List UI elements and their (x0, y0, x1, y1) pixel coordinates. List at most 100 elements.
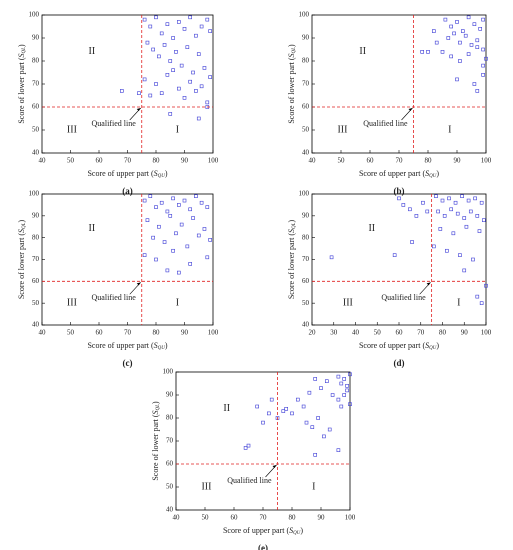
panel-label: (d) (394, 358, 405, 368)
panel-label: (e) (258, 543, 268, 550)
x-tick-label: 70 (124, 329, 132, 337)
point (451, 231, 456, 236)
y-axis-label-symbol: S (287, 53, 296, 57)
x-tick-label: 60 (231, 514, 239, 522)
x-axis-label-text: Score of upper part ( (359, 341, 426, 350)
y-axis-label-close: ) (287, 44, 296, 47)
point (313, 377, 318, 381)
region-label: II (359, 46, 366, 57)
point (185, 244, 190, 249)
y-tick-label: 50 (302, 126, 310, 134)
x-axis-label-text: Score of upper part ( (87, 169, 154, 178)
y-tick-label: 40 (32, 149, 40, 157)
x-tick-label: 90 (454, 157, 462, 165)
panel-label: (c) (123, 358, 133, 368)
arrow-head (136, 108, 141, 111)
point (171, 196, 175, 201)
point (142, 77, 147, 82)
x-tick-label: 60 (367, 157, 375, 165)
point (154, 82, 158, 86)
point (330, 393, 335, 397)
point (179, 222, 184, 227)
point (425, 209, 430, 214)
point (410, 240, 414, 244)
point (188, 207, 192, 212)
point (460, 29, 465, 33)
y-tick-label: 90 (302, 34, 310, 42)
point (205, 100, 210, 105)
x-axis-label-sub: QU (158, 174, 166, 179)
point (443, 17, 448, 22)
point (475, 45, 480, 50)
point (182, 198, 187, 203)
point (307, 390, 312, 395)
region-label: I (457, 297, 460, 308)
point (447, 196, 451, 201)
point (322, 434, 326, 439)
point (261, 420, 265, 425)
y-axis-label-text: Score of lower part ( (17, 233, 26, 300)
y-axis-label: Score of lower part (SQL) (287, 220, 297, 300)
y-tick-label: 80 (32, 233, 40, 241)
point (472, 22, 477, 27)
point (137, 91, 141, 95)
x-axis-label-text: Score of upper part ( (223, 526, 290, 535)
y-tick-label: 90 (32, 34, 40, 42)
point (345, 383, 349, 388)
y-tick-label: 50 (302, 299, 310, 307)
y-tick-label: 70 (32, 255, 40, 263)
y-axis-label-close: ) (287, 220, 296, 223)
point (345, 388, 349, 393)
point (324, 379, 329, 384)
point (304, 420, 309, 425)
x-tick-label: 40 (173, 514, 181, 522)
y-tick-label: 80 (166, 414, 174, 422)
point (148, 24, 153, 29)
region-label: II (89, 46, 96, 57)
point (145, 218, 150, 222)
point (329, 255, 334, 260)
y-axis-label: Score of lower part (SQL) (17, 220, 27, 300)
x-tick-label: 40 (39, 329, 47, 337)
annotation: Qualified line (381, 293, 426, 302)
point (188, 262, 192, 266)
y-tick-label: 100 (299, 11, 310, 19)
point (171, 68, 175, 72)
x-tick-label: 60 (96, 157, 104, 165)
point (434, 40, 439, 45)
y-axis-label-sub: QL (22, 47, 27, 54)
point (336, 374, 341, 379)
x-tick-label: 70 (260, 514, 268, 522)
x-tick-label: 100 (481, 157, 492, 165)
y-axis-label-close: ) (17, 220, 26, 223)
y-axis-label-text: Score of lower part ( (17, 57, 26, 124)
point (449, 207, 454, 212)
point (154, 257, 158, 262)
point (165, 268, 170, 273)
point (434, 194, 438, 198)
point (469, 43, 474, 47)
x-axis-label: Score of upper part (SQU) (87, 169, 167, 179)
x-tick-label: 30 (330, 329, 338, 337)
point (177, 86, 181, 91)
y-tick-label: 80 (302, 57, 310, 65)
point (159, 31, 164, 36)
y-axis-label-text: Score of lower part ( (287, 233, 296, 300)
y-axis-label-sub: QL (292, 47, 297, 54)
x-axis-label-symbol: S (154, 169, 158, 178)
point (452, 31, 456, 36)
y-axis-label: Score of lower part (SQL) (287, 44, 297, 124)
x-axis-label-sub: QU (293, 531, 301, 536)
point (426, 49, 430, 54)
y-tick-label: 100 (163, 368, 174, 376)
point (194, 89, 198, 93)
point (142, 17, 147, 22)
y-axis-label-text: Score of lower part ( (287, 57, 296, 124)
point (162, 240, 167, 244)
point (148, 194, 153, 198)
point (440, 198, 445, 203)
x-axis-label-close: ) (165, 341, 168, 350)
point (159, 91, 164, 95)
point (179, 63, 184, 68)
point (174, 231, 178, 236)
